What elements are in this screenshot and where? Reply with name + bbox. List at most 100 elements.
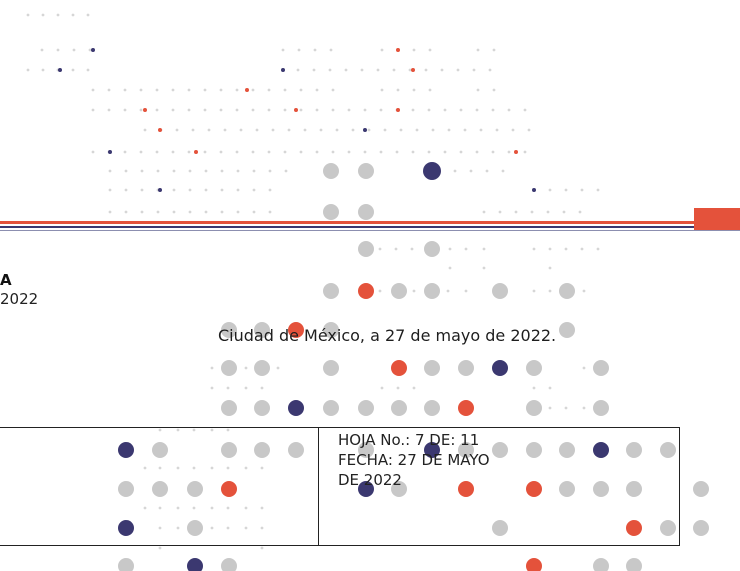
small-dot [203,108,207,112]
small-dot [492,88,496,92]
small-dot [427,150,431,154]
small-dot [315,88,319,92]
small-dot [412,48,416,52]
small-dot [335,128,339,132]
header-rule-orange [0,221,740,224]
small-dot [380,88,384,92]
small-dot [203,150,207,154]
gray-circle [492,283,508,299]
gray-circle [358,163,374,179]
small-dot [492,48,496,52]
small-dot [476,88,480,92]
small-dot [220,188,224,192]
gray-circle [358,204,374,220]
navy-small-dot [281,68,285,72]
small-dot [453,169,457,173]
small-dot [210,466,214,470]
small-dot [448,266,452,270]
small-dot [210,506,214,510]
small-dot [378,247,382,251]
small-dot [192,428,196,432]
small-dot [158,526,162,530]
gray-circle [424,360,440,376]
gray-circle [323,360,339,376]
gray-circle [254,442,270,458]
small-dot [187,150,191,154]
small-dot [523,150,527,154]
small-dot [347,150,351,154]
small-dot [260,506,264,510]
small-dot [72,48,76,52]
orange-circle [458,481,474,497]
navy-circle [288,400,304,416]
small-dot [443,150,447,154]
small-dot [71,13,75,17]
gray-circle [593,400,609,416]
gray-circle [254,360,270,376]
small-dot [235,108,239,112]
small-dot [140,188,144,192]
small-dot [446,289,450,293]
small-dot [347,108,351,112]
small-dot [192,466,196,470]
orange-circle [526,558,542,571]
small-dot [562,210,566,214]
small-dot [223,128,227,132]
small-dot [482,266,486,270]
header-accent-block [694,208,740,230]
small-dot [236,188,240,192]
small-dot [482,210,486,214]
small-dot [479,128,483,132]
small-dot [488,68,492,72]
small-dot [192,506,196,510]
small-dot [564,406,568,410]
gray-circle [492,520,508,536]
small-dot [399,128,403,132]
small-dot [283,108,287,112]
navy-circle [593,442,609,458]
small-dot [176,526,180,530]
small-dot [564,188,568,192]
small-dot [172,188,176,192]
header-rule-navy [0,226,740,228]
gray-circle [187,520,203,536]
small-dot [331,150,335,154]
small-dot [315,108,319,112]
navy-circle [424,442,440,458]
small-dot [396,386,400,390]
small-dot [299,150,303,154]
small-dot [171,108,175,112]
small-dot [139,150,143,154]
small-dot [143,506,147,510]
small-dot [459,150,463,154]
small-dot [297,48,301,52]
small-dot [276,366,280,370]
small-dot [26,68,30,72]
small-dot [475,150,479,154]
small-dot [210,526,214,530]
small-dot [244,386,248,390]
small-dot [251,88,255,92]
sheet-info: HOJA No.: 7 DE: 11 FECHA: 27 DE MAYO DE … [338,430,568,490]
small-dot [328,68,332,72]
small-dot [252,169,256,173]
gray-circle [358,241,374,257]
small-dot [251,150,255,154]
sheet-date-line-1: FECHA: 27 DE MAYO [338,451,490,469]
gray-circle [660,520,676,536]
small-dot [188,169,192,173]
sheet-number: HOJA No.: 7 DE: 11 [338,431,480,449]
small-dot [427,108,431,112]
small-dot [440,68,444,72]
orange-small-dot [396,108,400,112]
small-dot [482,247,486,251]
small-dot [156,169,160,173]
navy-small-dot [532,188,536,192]
small-dot [255,128,259,132]
small-dot [123,150,127,154]
small-dot [267,108,271,112]
small-dot [176,428,180,432]
small-dot [392,68,396,72]
small-dot [596,247,600,251]
navy-small-dot [108,150,112,154]
